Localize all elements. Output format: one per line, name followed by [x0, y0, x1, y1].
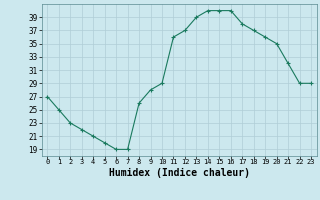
X-axis label: Humidex (Indice chaleur): Humidex (Indice chaleur): [109, 168, 250, 178]
